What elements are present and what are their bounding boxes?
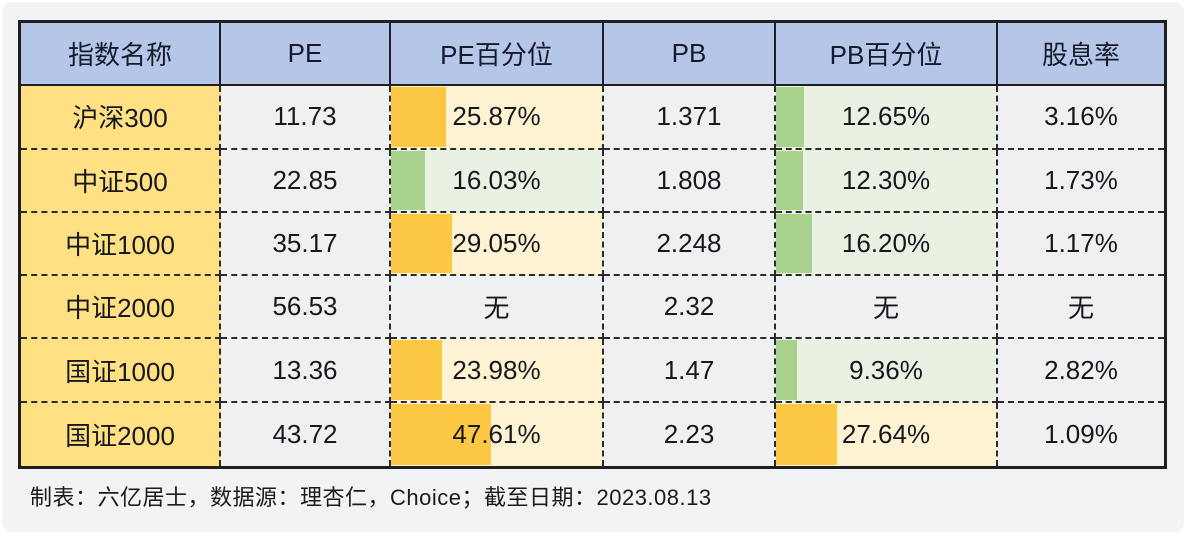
pb-percentile-label: 27.64% <box>841 418 931 449</box>
pe-value-cell: 56.53 <box>221 276 391 340</box>
pe-percentile-label: 16.03% <box>452 164 541 195</box>
pb-value-cell: 2.248 <box>604 212 776 277</box>
pe-percentile-bar <box>391 150 425 210</box>
pb-percentile-label: 12.30% <box>841 164 931 195</box>
index-name-cell: 国证2000 <box>21 402 221 466</box>
pe-percentile-cell: 47.61% <box>391 402 604 466</box>
pb-percentile-cell: 12.30% <box>776 149 998 213</box>
pb-value-cell: 1.371 <box>604 86 776 150</box>
pe-value-cell: 35.17 <box>221 212 391 277</box>
pe-percentile-bar <box>391 87 446 147</box>
pb-percentile-cell: 无 <box>776 276 998 340</box>
header-pb: PB <box>604 23 776 87</box>
pb-value-cell: 1.808 <box>604 149 776 213</box>
pb-percentile-label: 9.36% <box>849 354 923 385</box>
pb-percentile-bar <box>776 403 837 465</box>
index-name-cell: 中证2000 <box>21 276 221 340</box>
pe-percentile-bar <box>391 340 442 400</box>
pe-percentile-label: 47.61% <box>452 418 541 449</box>
pb-value-cell: 2.32 <box>604 276 776 340</box>
pe-value-cell: 22.85 <box>221 149 391 213</box>
pb-percentile-bar <box>776 87 804 147</box>
header-pe-percentile: PE百分位 <box>391 23 604 87</box>
pb-percentile-label: 12.65% <box>841 101 931 132</box>
pe-percentile-cell: 25.87% <box>391 86 604 150</box>
pb-percentile-label: 无 <box>872 293 899 324</box>
source-credit-text: 制表：六亿居士，数据源：理杏仁，Choice；截至日期：2023.08.13 <box>30 485 712 510</box>
pe-percentile-label: 23.98% <box>452 354 541 385</box>
dividend-yield-cell: 1.73% <box>998 149 1164 213</box>
index-name-cell: 中证1000 <box>21 212 221 277</box>
pb-percentile-cell: 12.65% <box>776 86 998 150</box>
pb-percentile-cell: 16.20% <box>776 212 998 277</box>
dividend-yield-cell: 2.82% <box>998 339 1164 403</box>
pb-percentile-bar <box>776 150 804 210</box>
dividend-yield-cell: 1.09% <box>998 402 1164 466</box>
index-name-cell: 中证500 <box>21 149 221 213</box>
index-name-cell: 国证1000 <box>21 339 221 403</box>
pe-value-cell: 43.72 <box>221 402 391 466</box>
header-index-name: 指数名称 <box>21 23 221 87</box>
pb-value-cell: 2.23 <box>604 402 776 466</box>
pb-value-cell: 1.47 <box>604 339 776 403</box>
pe-percentile-label: 25.87% <box>452 101 541 132</box>
valuation-table: 指数名称 PE PE百分位 PB PB百分位 股息率 沪深300 11.73 2… <box>18 20 1167 469</box>
pe-percentile-label: 无 <box>483 293 510 324</box>
pe-percentile-cell: 23.98% <box>391 339 604 403</box>
header-pb-percentile: PB百分位 <box>776 23 998 87</box>
pe-value-cell: 11.73 <box>221 86 391 150</box>
pe-value-cell: 13.36 <box>221 339 391 403</box>
index-name-cell: 沪深300 <box>21 86 221 150</box>
dividend-yield-cell: 1.17% <box>998 212 1164 277</box>
dividend-yield-cell: 3.16% <box>998 86 1164 150</box>
pe-percentile-bar <box>391 213 453 274</box>
pb-percentile-label: 16.20% <box>841 227 931 258</box>
header-pe: PE <box>221 23 391 87</box>
pb-percentile-cell: 9.36% <box>776 339 998 403</box>
pb-percentile-bar <box>776 340 797 400</box>
pe-percentile-cell: 16.03% <box>391 149 604 213</box>
pb-percentile-cell: 27.64% <box>776 402 998 466</box>
pe-percentile-label: 29.05% <box>452 227 541 258</box>
pb-percentile-bar <box>776 213 812 274</box>
pe-percentile-bar <box>391 403 492 465</box>
dividend-yield-cell: 无 <box>998 276 1164 340</box>
pe-percentile-cell: 无 <box>391 276 604 340</box>
header-dividend-yield: 股息率 <box>998 23 1164 87</box>
pe-percentile-cell: 29.05% <box>391 212 604 277</box>
